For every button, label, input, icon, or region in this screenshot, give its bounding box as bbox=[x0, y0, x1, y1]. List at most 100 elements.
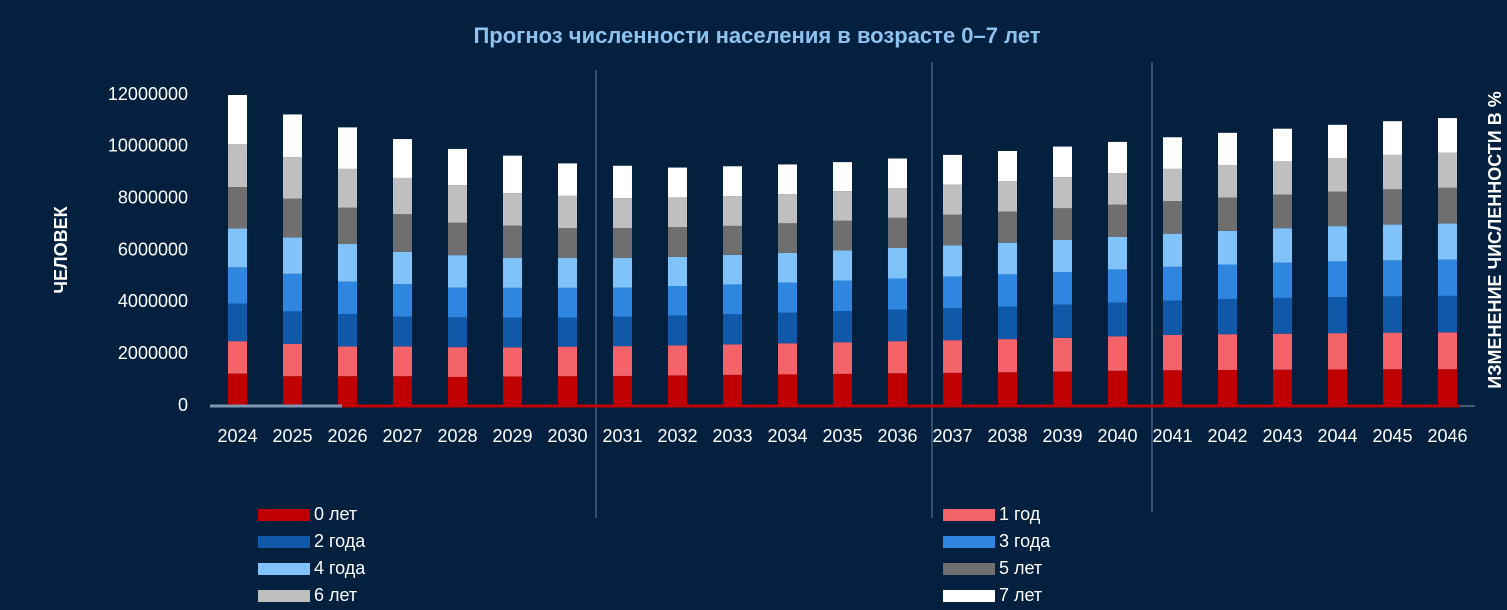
bar-segment bbox=[558, 163, 577, 196]
bar-segment bbox=[1328, 157, 1347, 192]
bar-segment bbox=[558, 195, 577, 229]
bar-segment bbox=[228, 303, 247, 342]
bar-segment bbox=[943, 154, 962, 185]
bar-segment bbox=[943, 340, 962, 373]
legend-label: 1 год bbox=[999, 504, 1041, 524]
y-tick-label: 0 bbox=[178, 395, 188, 415]
bar-segment bbox=[778, 223, 797, 253]
bar-segment bbox=[613, 375, 632, 406]
x-tick-label: 2037 bbox=[932, 426, 972, 446]
bar-segment bbox=[668, 167, 687, 198]
bar-segment bbox=[1438, 295, 1457, 333]
x-tick-label: 2034 bbox=[767, 426, 807, 446]
bar-segment bbox=[448, 287, 467, 318]
bar-segment bbox=[1383, 260, 1402, 297]
x-tick-label: 2046 bbox=[1427, 426, 1467, 446]
legend-label: 6 лет bbox=[314, 585, 357, 605]
bar-segment bbox=[448, 222, 467, 256]
bar-segment bbox=[613, 316, 632, 347]
x-tick-label: 2027 bbox=[382, 426, 422, 446]
bar-segment bbox=[1328, 261, 1347, 298]
bar-segment bbox=[1328, 369, 1347, 406]
bar-segment bbox=[338, 168, 357, 208]
bar-segment bbox=[778, 312, 797, 344]
bar-segment bbox=[393, 346, 412, 377]
bar-segment bbox=[1383, 154, 1402, 190]
bar-segment bbox=[503, 225, 522, 259]
y-axis-label: ЧЕЛОВЕК bbox=[51, 205, 71, 293]
bar-segment bbox=[723, 254, 742, 285]
bar-segment bbox=[1108, 141, 1127, 174]
bar-segment bbox=[998, 211, 1017, 243]
bar-segment bbox=[613, 198, 632, 228]
bar-segment bbox=[833, 191, 852, 221]
bar-segment bbox=[998, 242, 1017, 275]
x-tick-label: 2038 bbox=[987, 426, 1027, 446]
legend-swatch bbox=[943, 536, 995, 548]
bar-segment bbox=[393, 376, 412, 406]
legend-swatch bbox=[943, 563, 995, 575]
bar-segment bbox=[393, 139, 412, 178]
bar-segment bbox=[1218, 164, 1237, 198]
bar-segment bbox=[943, 184, 962, 215]
bar-segment bbox=[1383, 296, 1402, 333]
bar-segment bbox=[338, 376, 357, 406]
bar-segment bbox=[1273, 128, 1292, 162]
y-tick-label: 2000000 bbox=[118, 343, 188, 363]
bar-segment bbox=[448, 185, 467, 223]
bar-segment bbox=[283, 157, 302, 199]
bar-segment bbox=[283, 311, 302, 344]
bar-segment bbox=[778, 252, 797, 283]
bar-segment bbox=[613, 227, 632, 258]
bar-segment bbox=[503, 287, 522, 318]
x-tick-label: 2042 bbox=[1207, 426, 1247, 446]
bar-segment bbox=[1163, 300, 1182, 335]
bar-segment bbox=[1108, 370, 1127, 406]
bar-segment bbox=[1383, 369, 1402, 406]
bar-segment bbox=[613, 287, 632, 317]
bar-segment bbox=[723, 374, 742, 406]
legend-swatch bbox=[258, 536, 310, 548]
x-tick-label: 2039 bbox=[1042, 426, 1082, 446]
x-tick-label: 2044 bbox=[1317, 426, 1357, 446]
bar-segment bbox=[778, 282, 797, 313]
bar-segment bbox=[888, 341, 907, 374]
bar-segment bbox=[1053, 146, 1072, 178]
bar-segment bbox=[503, 317, 522, 348]
bar-segment bbox=[228, 187, 247, 229]
bar-segment bbox=[1053, 177, 1072, 209]
bar-segment bbox=[1218, 132, 1237, 165]
bar-segment bbox=[1163, 370, 1182, 406]
bar-segment bbox=[1328, 333, 1347, 370]
x-tick-label: 2041 bbox=[1152, 426, 1192, 446]
bar-segment bbox=[668, 256, 687, 287]
bar-segment bbox=[998, 372, 1017, 406]
x-tick-label: 2031 bbox=[602, 426, 642, 446]
bar-segment bbox=[283, 273, 302, 312]
bar-segment bbox=[228, 267, 247, 304]
bar-segment bbox=[558, 258, 577, 288]
bar-segment bbox=[1163, 334, 1182, 371]
bar-segment bbox=[228, 228, 247, 268]
bar-segment bbox=[833, 220, 852, 251]
bar-segment bbox=[448, 317, 467, 348]
x-tick-label: 2035 bbox=[822, 426, 862, 446]
legend-label: 0 лет bbox=[314, 504, 357, 524]
bar-segment bbox=[1328, 226, 1347, 262]
bar-segment bbox=[393, 177, 412, 215]
bar-segment bbox=[1383, 224, 1402, 261]
bar-segment bbox=[338, 127, 357, 169]
bar-segment bbox=[1218, 230, 1237, 265]
bar-segment bbox=[943, 372, 962, 406]
bar-segment bbox=[283, 198, 302, 238]
bar-segment bbox=[888, 217, 907, 248]
bar-segment bbox=[1053, 239, 1072, 273]
bar-segment bbox=[1163, 168, 1182, 201]
bar-segment bbox=[1163, 266, 1182, 301]
bar-segment bbox=[723, 166, 742, 197]
bar-segment bbox=[1108, 269, 1127, 303]
bar-segment bbox=[1108, 302, 1127, 337]
y2-axis-label: ИЗМЕНЕНИЕ ЧИСЛЕННОСТИ В % bbox=[1485, 91, 1505, 388]
bar-segment bbox=[503, 193, 522, 226]
